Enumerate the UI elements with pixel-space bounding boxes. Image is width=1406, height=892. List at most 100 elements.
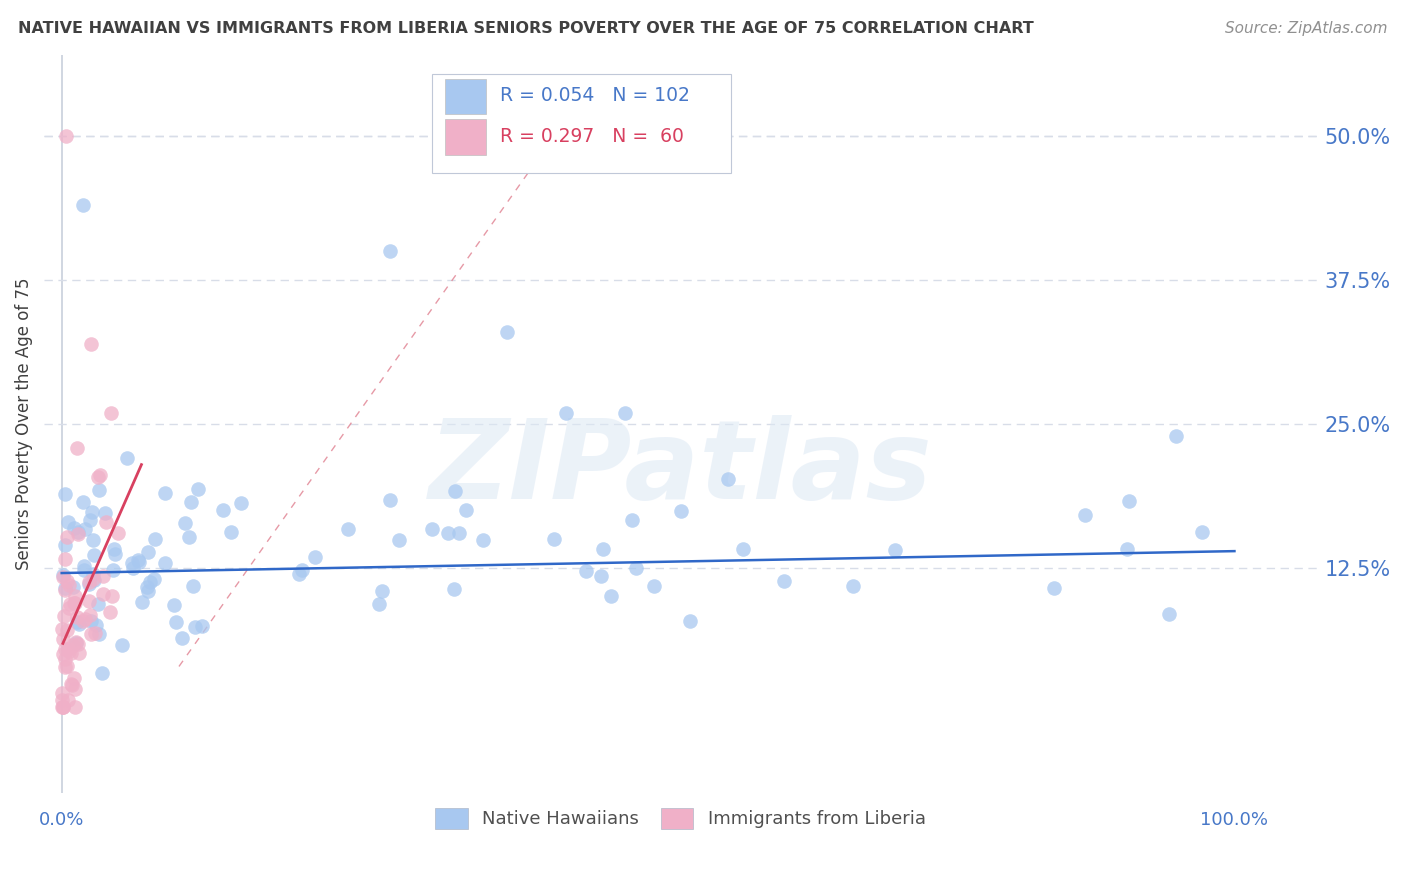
Point <box>103 541 125 556</box>
Point <box>80 336 103 351</box>
Point <box>773 574 796 588</box>
Point <box>841 579 863 593</box>
Point <box>83 549 105 563</box>
Point <box>72 494 94 508</box>
Point <box>371 583 394 598</box>
Point <box>180 495 202 509</box>
Point <box>86 618 108 632</box>
Point <box>219 524 242 539</box>
Point <box>496 325 519 339</box>
Point <box>1118 494 1140 508</box>
Point <box>83 574 105 588</box>
Point <box>288 566 311 581</box>
Point <box>127 553 149 567</box>
Point <box>600 589 623 603</box>
Point <box>1157 607 1180 621</box>
Point <box>52 699 75 714</box>
Point <box>53 583 76 598</box>
Point <box>138 584 160 599</box>
Point <box>83 625 105 640</box>
Point <box>388 533 411 548</box>
Point <box>131 595 153 609</box>
Point <box>65 636 87 650</box>
Point <box>679 614 702 628</box>
FancyBboxPatch shape <box>432 74 731 173</box>
Point <box>575 564 598 578</box>
Point <box>1043 581 1066 595</box>
Point <box>104 547 127 561</box>
Point <box>592 542 614 557</box>
Point <box>884 542 907 557</box>
Point <box>717 472 740 486</box>
Point <box>1164 429 1187 443</box>
Point <box>89 467 111 482</box>
Text: ZIPatlas: ZIPatlas <box>429 415 932 522</box>
Point <box>66 524 89 539</box>
Legend: Native Hawaiians, Immigrants from Liberia: Native Hawaiians, Immigrants from Liberi… <box>427 801 932 836</box>
Point <box>58 515 80 529</box>
Point <box>51 686 73 700</box>
Point <box>94 506 117 520</box>
Point <box>51 693 73 707</box>
Point <box>59 646 82 660</box>
Point <box>52 699 75 714</box>
Point <box>52 570 75 584</box>
Point <box>72 563 94 577</box>
Point <box>66 527 89 541</box>
Point <box>181 579 204 593</box>
Point <box>53 659 76 673</box>
Point <box>367 597 389 611</box>
Point <box>55 623 77 637</box>
Point <box>111 638 134 652</box>
Text: R = 0.297   N =  60: R = 0.297 N = 60 <box>499 127 683 146</box>
Point <box>87 483 110 498</box>
Point <box>115 451 138 466</box>
Point <box>212 503 235 517</box>
Point <box>55 530 77 544</box>
Point <box>555 406 578 420</box>
Point <box>56 659 79 673</box>
Point <box>63 672 86 686</box>
Point <box>65 699 87 714</box>
Point <box>52 647 75 661</box>
Point <box>336 523 359 537</box>
Point <box>72 614 94 628</box>
Point <box>191 619 214 633</box>
Text: 100.0%: 100.0% <box>1201 811 1268 829</box>
Point <box>229 496 252 510</box>
Point <box>1191 524 1213 539</box>
Point <box>143 572 166 586</box>
FancyBboxPatch shape <box>444 78 485 114</box>
Point <box>100 406 122 420</box>
Point <box>62 639 84 653</box>
Point <box>53 552 76 566</box>
Point <box>613 406 636 420</box>
Point <box>82 533 104 547</box>
Point <box>55 128 77 143</box>
Text: R = 0.054   N = 102: R = 0.054 N = 102 <box>499 87 689 105</box>
Point <box>128 555 150 569</box>
Point <box>58 578 80 592</box>
Point <box>184 620 207 634</box>
Point <box>100 590 122 604</box>
Point <box>77 574 100 589</box>
Point <box>58 643 80 657</box>
Point <box>624 560 647 574</box>
Point <box>67 646 90 660</box>
Point <box>179 530 201 544</box>
Point <box>304 550 326 565</box>
Point <box>63 521 86 535</box>
Point <box>65 682 87 697</box>
Text: 0.0%: 0.0% <box>39 811 84 829</box>
Point <box>291 563 314 577</box>
Point <box>79 608 101 623</box>
Point <box>51 622 73 636</box>
Point <box>454 503 477 517</box>
Point <box>621 513 644 527</box>
Point <box>174 516 197 530</box>
Point <box>471 533 494 547</box>
Point <box>62 581 84 595</box>
Point <box>87 597 110 611</box>
Point <box>89 627 111 641</box>
Point <box>138 574 160 589</box>
